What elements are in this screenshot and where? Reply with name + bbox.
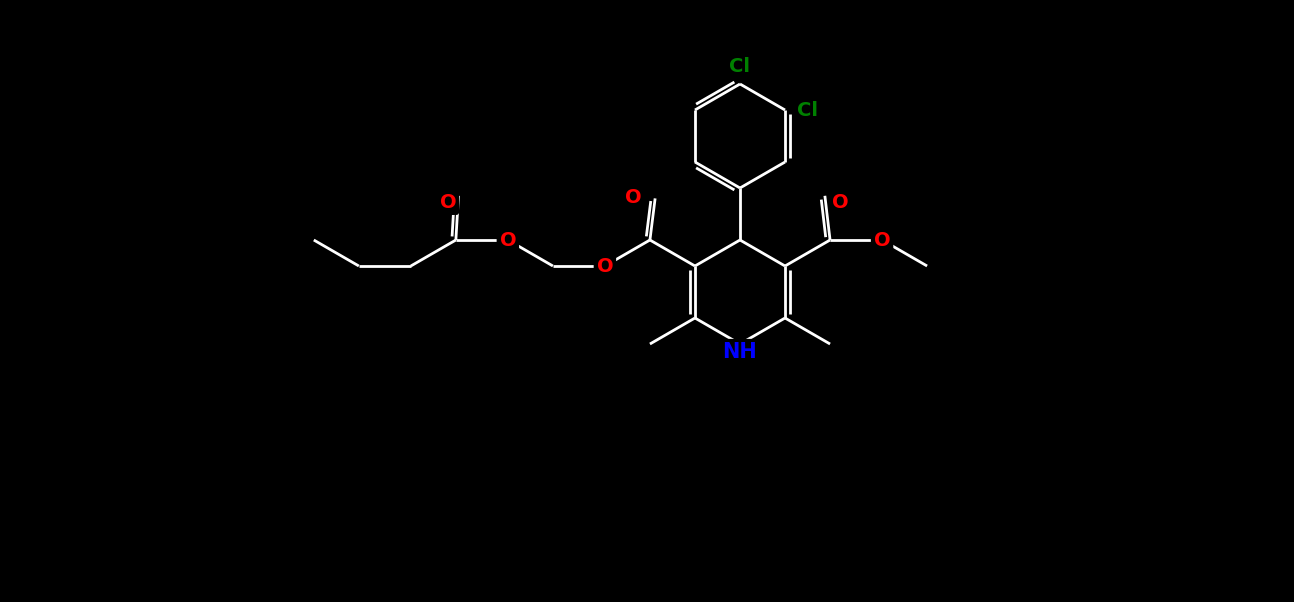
Text: Cl: Cl — [730, 57, 751, 75]
Text: Cl: Cl — [797, 101, 818, 120]
Text: O: O — [625, 188, 642, 207]
Text: O: O — [597, 256, 613, 276]
Text: O: O — [499, 231, 516, 249]
Text: O: O — [873, 231, 890, 249]
Text: O: O — [440, 193, 457, 212]
Text: O: O — [832, 193, 849, 212]
Text: NH: NH — [722, 342, 757, 362]
